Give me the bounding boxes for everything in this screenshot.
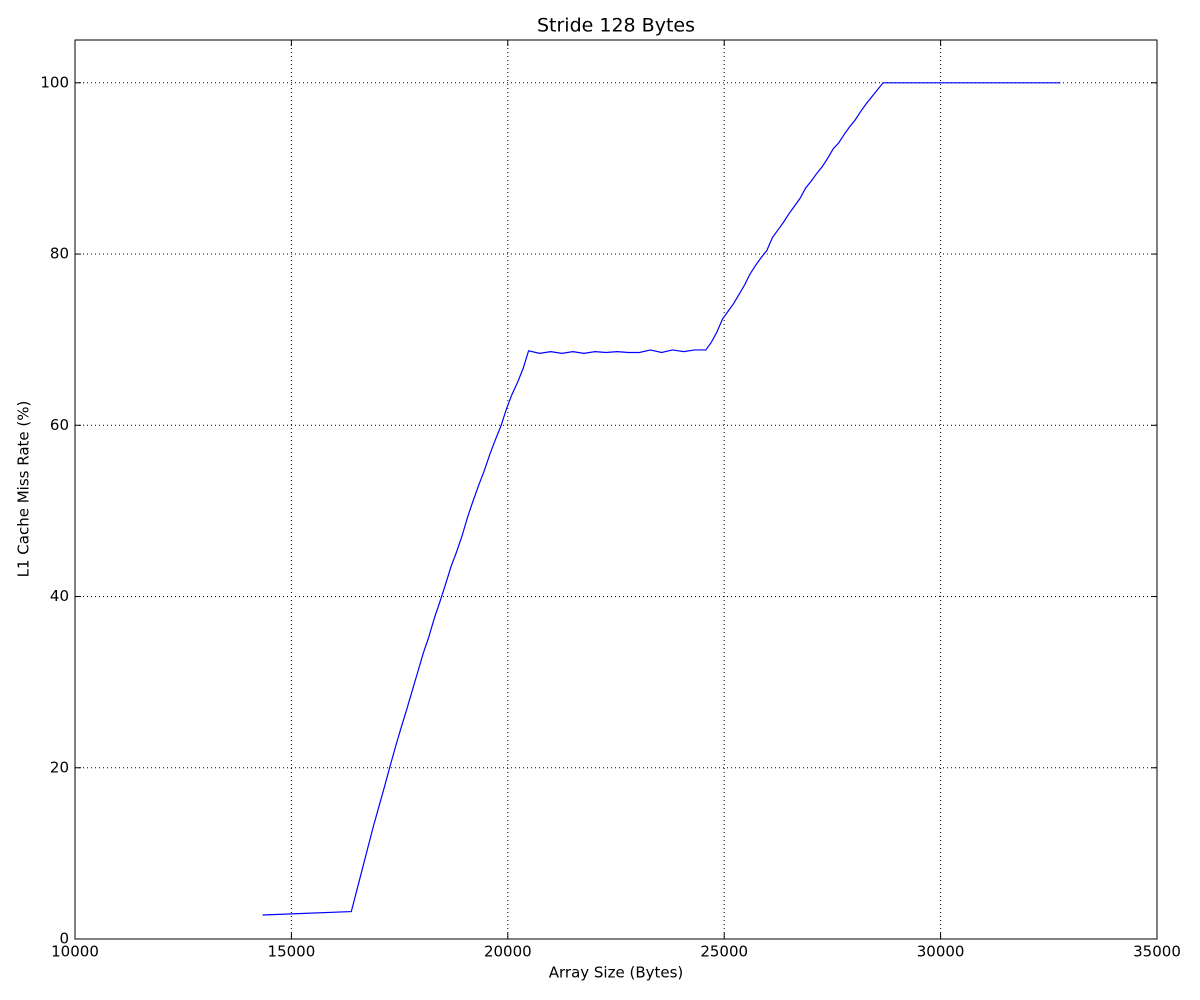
plot-frame: [74, 39, 1158, 940]
y-tick-label: 40: [50, 587, 69, 605]
x-tick-label: 25000: [700, 943, 748, 961]
x-tick-label: 10000: [51, 943, 99, 961]
x-tick-label: 20000: [484, 943, 532, 961]
y-axis-label: L1 Cache Miss Rate (%): [15, 401, 33, 578]
x-tick-label: 15000: [268, 943, 316, 961]
data-line: [262, 82, 1061, 916]
y-tick-label: 60: [50, 416, 69, 434]
chart-title: Stride 128 Bytes: [537, 15, 695, 37]
y-tick-label: 80: [50, 245, 69, 263]
y-tick-label: 100: [40, 73, 69, 91]
x-axis-label: Array Size (Bytes): [549, 964, 684, 982]
x-tick-label: 35000: [1133, 943, 1181, 961]
y-tick-label: 0: [59, 930, 69, 948]
x-tick-label: 30000: [917, 943, 965, 961]
y-tick-label: 20: [50, 758, 69, 776]
